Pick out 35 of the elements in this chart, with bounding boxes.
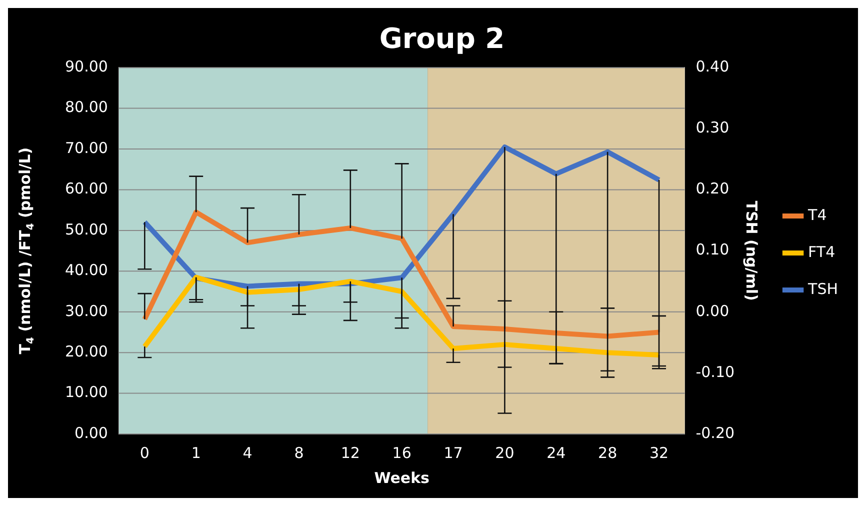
legend-label: T4 (807, 206, 827, 224)
x-tick-label: 0 (140, 444, 150, 462)
y-tick-label: 30.00 (64, 302, 108, 320)
y-tick-label: 50.00 (64, 220, 108, 238)
legend-label: FT4 (808, 242, 836, 261)
x-tick-label: 12 (340, 444, 360, 462)
x-tick-label: 28 (598, 444, 618, 462)
x-tick-label: 16 (392, 444, 412, 462)
y2-tick-label: 0.30 (696, 118, 730, 137)
x-tick-label: 24 (546, 444, 566, 462)
y2-tick-label: 0.00 (696, 302, 730, 320)
chart-title: Group 2 (379, 22, 505, 56)
y2-tick-label: -0.10 (696, 362, 735, 381)
x-axis-title: Weeks (374, 468, 430, 487)
legend-label: TSH (807, 280, 838, 298)
y2-tick-label: -0.20 (696, 424, 735, 442)
y2-axis-title: TSH (ng/ml) (742, 200, 761, 301)
y-tick-label: 20.00 (64, 342, 108, 360)
x-tick-label: 32 (649, 444, 669, 462)
y-tick-label: 0.00 (74, 424, 108, 442)
y2-tick-label: 0.40 (696, 57, 730, 76)
y-tick-label: 10.00 (64, 383, 108, 402)
y2-tick-label: 0.10 (696, 240, 730, 259)
x-tick-label: 4 (242, 444, 252, 462)
x-tick-label: 17 (444, 444, 463, 462)
y-tick-label: 80.00 (64, 98, 108, 116)
y-axis-title: T4 (nmol/L) /FT4 (pmol/L) (16, 147, 37, 354)
y-tick-label: 70.00 (64, 138, 108, 157)
x-tick-label: 1 (191, 444, 201, 462)
y-tick-label: 40.00 (64, 261, 108, 280)
y-tick-label: 60.00 (64, 180, 108, 198)
x-tick-label: 20 (495, 444, 514, 462)
y2-tick-label: 0.20 (696, 180, 730, 198)
y-tick-label: 90.00 (64, 57, 108, 76)
x-tick-label: 8 (294, 444, 304, 462)
